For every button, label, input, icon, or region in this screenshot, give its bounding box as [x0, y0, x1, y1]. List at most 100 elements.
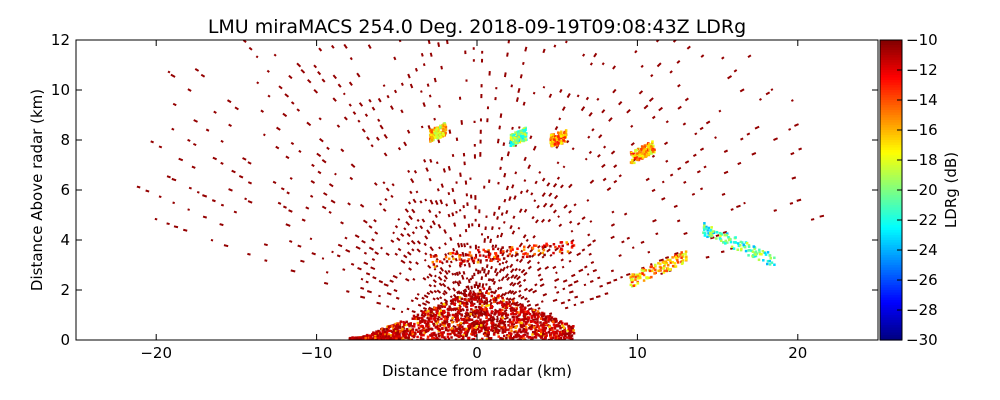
colorbar-segment [880, 332, 902, 336]
echo-pixel [512, 307, 515, 310]
echo-gate [522, 101, 526, 106]
echo-gate [424, 235, 429, 240]
echo-pixel [541, 323, 544, 326]
echo-pixel [679, 253, 682, 256]
echo-pixel [719, 234, 722, 237]
echo-gate [377, 118, 381, 123]
echo-gate [573, 203, 577, 207]
echo-pixel [524, 138, 527, 142]
echo-gate [516, 275, 521, 281]
echo-pixel [439, 323, 442, 326]
echo-pixel [507, 334, 511, 338]
echo-gate [496, 138, 500, 144]
echo-pixel [551, 328, 554, 332]
colorbar-segment [880, 217, 902, 221]
echo-gate [453, 222, 457, 227]
echo-pixel [430, 131, 434, 135]
colorbar-segment [880, 307, 902, 311]
echo-gate [593, 52, 598, 58]
echo-gate [640, 240, 645, 244]
echo-gate [406, 251, 412, 256]
echo-pixel [527, 311, 530, 315]
echo-gate [576, 222, 581, 226]
echo-gate [317, 170, 322, 175]
echo-gate [247, 252, 251, 256]
echo-pixel [438, 130, 442, 134]
echo-gate [422, 102, 426, 108]
echo-gate [437, 276, 443, 281]
echo-gate [567, 251, 572, 255]
echo-gate [589, 297, 594, 301]
echo-gate [429, 246, 434, 252]
echo-pixel [718, 231, 722, 235]
echo-pixel [502, 299, 505, 302]
echo-pixel [773, 263, 776, 266]
echo-gate [673, 204, 678, 208]
echo-gate [526, 299, 530, 303]
echo-pixel [509, 140, 513, 144]
echo-gate [517, 226, 521, 230]
echo-pixel [550, 316, 553, 320]
echo-pixel [466, 329, 470, 332]
echo-gate [590, 261, 595, 265]
echo-gate [696, 170, 701, 174]
echo-gate [597, 153, 601, 158]
echo-pixel [423, 331, 426, 335]
echo-pixel [494, 252, 497, 255]
echo-pixel [499, 317, 503, 321]
echo-pixel [769, 256, 772, 260]
echo-pixel [522, 337, 525, 340]
echo-pixel [547, 338, 551, 340]
echo-pixel [402, 333, 406, 337]
echo-gate [296, 62, 302, 68]
echo-gate [491, 226, 494, 231]
echo-pixel [446, 317, 449, 321]
echo-pixel [652, 266, 655, 270]
y-tick-label: 0 [60, 331, 70, 349]
echo-pixel [633, 161, 636, 165]
echo-pixel [450, 327, 454, 330]
echo-gate [310, 194, 314, 198]
echo-gate [342, 268, 346, 271]
echo-pixel [485, 314, 488, 318]
echo-pixel [543, 253, 546, 257]
echo-pixel [665, 269, 669, 273]
echo-gate [789, 202, 794, 205]
echo-pixel [437, 126, 441, 129]
echo-gate [183, 228, 188, 232]
echo-pixel [662, 271, 666, 274]
echo-pixel [496, 324, 500, 328]
echo-gate [557, 215, 561, 219]
echo-pixel [459, 309, 463, 312]
echo-pixel [549, 141, 553, 144]
echo-gate [443, 279, 447, 283]
echo-gate [489, 278, 493, 282]
echo-gate [238, 175, 244, 179]
echo-gate [656, 62, 662, 68]
echo-gate [460, 242, 464, 248]
echo-gate [503, 198, 507, 203]
echo-pixel [553, 327, 557, 330]
echo-pixel [750, 249, 753, 253]
colorbar-segment [880, 285, 902, 289]
echo-pixel [442, 311, 445, 315]
echo-pixel [726, 241, 729, 244]
echo-pixel [496, 295, 500, 298]
echo-gate [447, 191, 451, 196]
echo-gate [458, 322, 463, 326]
echo-pixel [433, 318, 436, 321]
echo-pixel [494, 323, 497, 327]
colorbar-tick-label: −14 [906, 91, 938, 109]
echo-pixel [526, 332, 529, 335]
echo-gate [496, 247, 500, 251]
echo-gate [443, 242, 447, 246]
echo-gate [699, 147, 705, 152]
echo-gate [610, 235, 615, 240]
echo-pixel [676, 259, 679, 262]
echo-gate [311, 163, 315, 168]
echo-pixel [519, 338, 523, 340]
echo-pixel [640, 147, 643, 151]
echo-gate [561, 265, 565, 269]
colorbar-segment [880, 235, 902, 239]
echo-pixel [395, 325, 399, 328]
